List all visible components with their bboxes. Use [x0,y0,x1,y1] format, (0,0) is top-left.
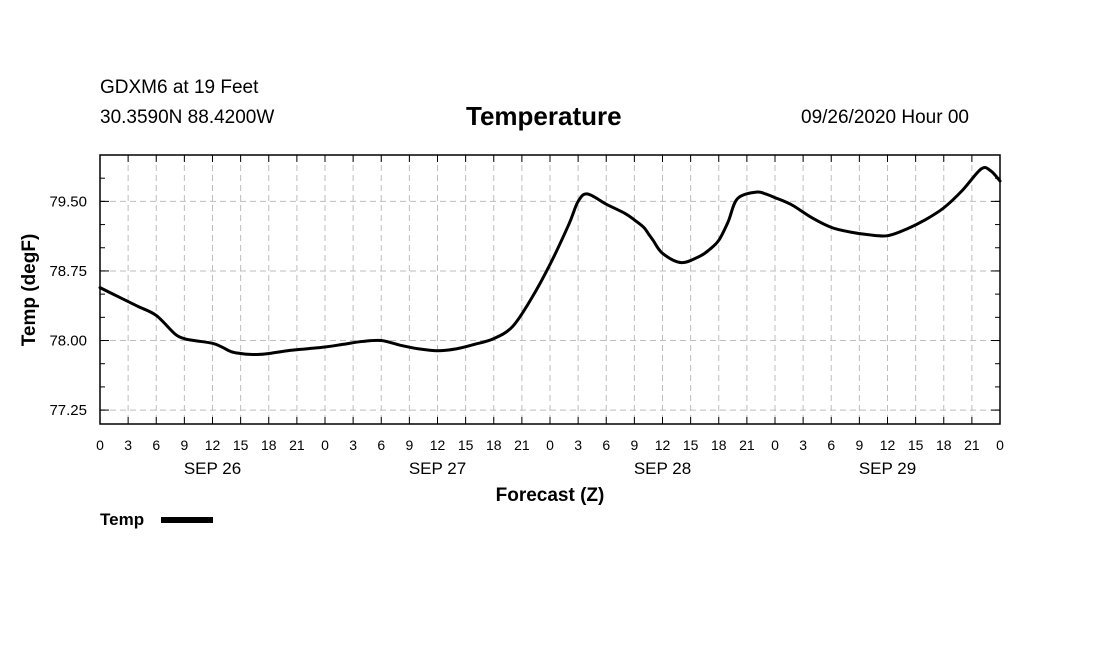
x-tick-label: 15 [683,437,699,453]
x-tick-label: 18 [486,437,502,453]
legend-swatch [161,517,213,523]
x-tick-label: 0 [96,437,104,453]
x-tick-label: 12 [880,437,896,453]
x-tick-label: 15 [233,437,249,453]
x-tick-label: 6 [152,437,160,453]
day-label: SEP 27 [409,459,466,478]
x-tick-label: 0 [546,437,554,453]
day-label: SEP 26 [184,459,241,478]
x-tick-label: 18 [711,437,727,453]
x-tick-label: 21 [289,437,305,453]
series-layer [98,166,1002,357]
station-label: GDXM6 at 19 Feet [100,77,259,98]
x-tick-label: 12 [655,437,671,453]
x-tick-label: 18 [936,437,952,453]
x-axis-title: Forecast (Z) [496,485,605,506]
x-tick-label: 21 [964,437,980,453]
temp-series-line [98,166,1002,357]
legend-label: Temp [100,510,145,529]
x-tick-label: 9 [180,437,188,453]
x-tick-label: 6 [377,437,385,453]
x-tick-label: 9 [405,437,413,453]
grid [100,155,1000,424]
x-tick-label: 3 [349,437,357,453]
x-tick-label: 0 [321,437,329,453]
x-tick-label: 12 [205,437,221,453]
x-tick-label: 18 [261,437,277,453]
x-tick-label: 12 [430,437,446,453]
x-tick-label: 3 [124,437,132,453]
day-label: SEP 29 [859,459,916,478]
day-label: SEP 28 [634,459,691,478]
x-tick-label: 3 [574,437,582,453]
x-tick-label: 21 [514,437,530,453]
x-tick-label: 9 [630,437,638,453]
coordinates-label: 30.3590N 88.4200W [100,107,275,128]
plot-frame [99,154,1001,425]
run-time-label: 09/26/2020 Hour 00 [801,107,969,128]
x-tick-label: 0 [771,437,779,453]
y-tick-label: 77.25 [49,402,87,419]
x-tick-label: 0 [996,437,1004,453]
x-tick-label: 21 [739,437,755,453]
x-tick-label: 3 [799,437,807,453]
y-tick-label: 78.75 [49,263,87,280]
x-tick-label: 9 [855,437,863,453]
y-tick-label: 79.50 [49,193,87,210]
x-tick-label: 15 [908,437,924,453]
x-tick-label: 6 [827,437,835,453]
y-axis-title: Temp (degF) [19,234,40,347]
chart-title: Temperature [466,101,622,131]
x-tick-label: 15 [458,437,474,453]
y-tick-label: 78.00 [49,333,87,350]
x-tick-label: 6 [602,437,610,453]
axis-labels: 0 3 6 9 12 15 18 21 0 3 6 9 12 15 18 21 0 3 6 9 12 15 18 21 0 3 6 9… [49,193,1004,478]
